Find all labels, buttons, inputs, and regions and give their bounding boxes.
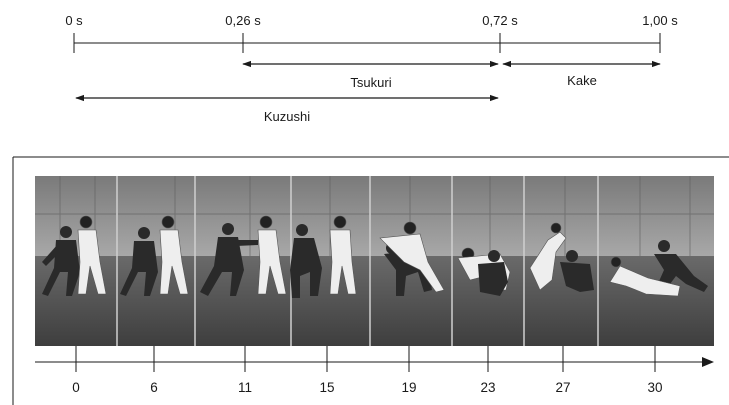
frame-label-11: 11 — [238, 380, 252, 395]
tick-label-072s: 0,72 s — [482, 13, 518, 28]
frame-11-figures — [200, 215, 287, 296]
photo-strip — [35, 176, 714, 346]
frame-30-figures — [609, 240, 708, 297]
frame-23-figures — [457, 247, 511, 296]
frame-axis-arrowhead — [702, 357, 714, 367]
tick-label-026s: 0,26 s — [225, 13, 261, 28]
frame-label-15: 15 — [319, 380, 334, 395]
frame-label-0: 0 — [72, 380, 80, 395]
kake-label: Kake — [567, 73, 597, 88]
frame-label-30: 30 — [647, 380, 662, 395]
frame-15-figures — [290, 215, 357, 298]
tsukuri-label: Tsukuri — [350, 75, 391, 90]
phase-arrows: Tsukuri Kake Kuzushi — [75, 60, 661, 124]
time-axis: 0 s 0,26 s 0,72 s 1,00 s — [65, 13, 678, 53]
frame-label-27: 27 — [555, 380, 570, 395]
frame-19-figures — [379, 221, 445, 296]
frame-axis: 0 6 11 15 19 23 27 30 — [35, 346, 714, 395]
frame-6-figures — [120, 215, 189, 296]
tick-label-0s: 0 s — [65, 13, 83, 28]
kuzushi-label: Kuzushi — [264, 109, 310, 124]
frame-label-19: 19 — [401, 380, 416, 395]
frame-0-figures — [42, 215, 107, 296]
tick-label-100s: 1,00 s — [642, 13, 678, 28]
photo-sequence-panel: 0 6 11 15 19 23 27 30 — [12, 156, 729, 405]
frame-27-figures — [529, 222, 594, 292]
frame-label-23: 23 — [480, 380, 495, 395]
frame-label-6: 6 — [150, 380, 158, 395]
